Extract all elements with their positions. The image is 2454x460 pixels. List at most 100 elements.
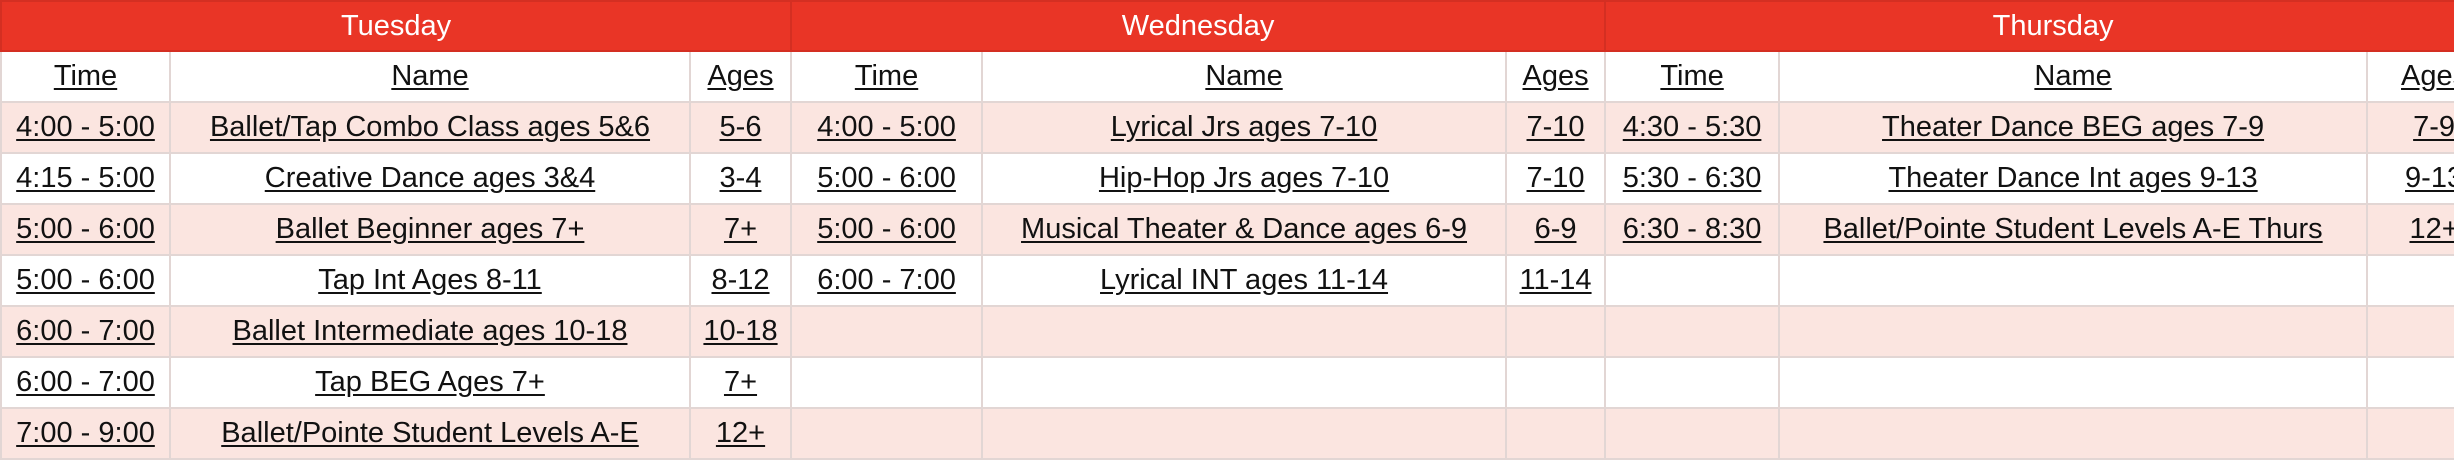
table-cell — [981, 305, 1508, 358]
class-name-link[interactable]: Hip-Hop Jrs ages 7-10 — [1098, 162, 1390, 194]
table-cell: 7-9 — [2366, 101, 2454, 154]
table-cell: 5-6 — [688, 101, 793, 154]
table-row: 5:00 - 6:00 Tap Int Ages 8-11 8-12 6:00 - 7… — [0, 254, 2454, 307]
table-cell: Musical Theater & Dance ages 6-9 — [981, 203, 1508, 256]
table-cell: 6-9 — [1505, 203, 1607, 256]
table-cell: 6:00 - 7:00 — [0, 356, 171, 409]
class-ages-link[interactable]: 9-13 — [2405, 162, 2454, 194]
class-time-link[interactable]: 6:00 - 7:00 — [16, 315, 155, 347]
class-name-link[interactable]: Ballet Beginner ages 7+ — [275, 213, 585, 245]
class-time-link[interactable]: 5:00 - 6:00 — [817, 213, 956, 245]
table-cell: 6:00 - 7:00 — [790, 254, 984, 307]
table-cell — [1778, 356, 2369, 409]
column-header-cell: Ages — [2366, 50, 2454, 103]
column-header-cell: Name — [1778, 50, 2369, 103]
class-ages-link[interactable]: 3-4 — [719, 162, 762, 194]
column-header-cell: Name — [169, 50, 691, 103]
table-cell: 8-12 — [688, 254, 793, 307]
table-cell: 7-10 — [1505, 101, 1607, 154]
table-cell: Lyrical Jrs ages 7-10 — [981, 101, 1508, 154]
class-ages-link[interactable]: 5-6 — [719, 111, 762, 143]
table-cell — [2366, 254, 2454, 307]
table-cell: Ballet/Pointe Student Levels A-E Thurs — [1778, 203, 2369, 256]
column-header-cell: Name — [981, 50, 1508, 103]
class-time-link[interactable]: 6:30 - 8:30 — [1622, 213, 1762, 245]
class-time-link[interactable]: 6:00 - 7:00 — [817, 264, 956, 296]
class-time-link[interactable]: 5:30 - 6:30 — [1622, 162, 1762, 194]
class-ages-link[interactable]: 12+ — [2409, 213, 2454, 245]
table-cell — [2366, 407, 2454, 460]
table-cell — [1604, 254, 1781, 307]
class-ages-link[interactable]: 7-10 — [1526, 162, 1585, 194]
column-header-cell: Time — [790, 50, 984, 103]
table-cell — [1604, 407, 1781, 460]
class-time-link[interactable]: 4:00 - 5:00 — [16, 111, 155, 143]
class-ages-link[interactable]: 7-9 — [2413, 111, 2454, 143]
column-header-name: Name — [1205, 60, 1283, 92]
column-header-cell: Time — [0, 50, 171, 103]
table-cell — [981, 356, 1508, 409]
class-name-link[interactable]: Ballet/Tap Combo Class ages 5&6 — [209, 111, 651, 143]
class-ages-link[interactable]: 11-14 — [1519, 264, 1592, 296]
class-time-link[interactable]: 4:30 - 5:30 — [1622, 111, 1762, 143]
day-header-wednesday: Wednesday — [790, 0, 1607, 52]
table-cell: 7+ — [688, 356, 793, 409]
class-name-link[interactable]: Ballet/Pointe Student Levels A-E Thurs — [1823, 213, 2323, 245]
column-header-ages: Ages — [2401, 60, 2454, 92]
class-time-link[interactable]: 4:00 - 5:00 — [817, 111, 956, 143]
class-time-link[interactable]: 6:00 - 7:00 — [16, 366, 155, 398]
table-cell: 12+ — [2366, 203, 2454, 256]
class-name-link[interactable]: Lyrical Jrs ages 7-10 — [1110, 111, 1378, 143]
class-time-link[interactable]: 7:00 - 9:00 — [16, 417, 155, 449]
class-ages-link[interactable]: 10-18 — [703, 315, 778, 347]
table-cell: Hip-Hop Jrs ages 7-10 — [981, 152, 1508, 205]
table-cell — [1505, 407, 1607, 460]
class-ages-link[interactable]: 6-9 — [1534, 213, 1577, 245]
table-cell: 12+ — [688, 407, 793, 460]
table-cell — [1505, 356, 1607, 409]
class-time-link[interactable]: 5:00 - 6:00 — [16, 213, 155, 245]
day-header-tuesday: Tuesday — [0, 0, 793, 52]
class-ages-link[interactable]: 7+ — [723, 366, 758, 398]
table-cell — [1604, 356, 1781, 409]
table-cell: 5:00 - 6:00 — [0, 254, 171, 307]
class-name-link[interactable]: Ballet/Pointe Student Levels A-E — [221, 417, 639, 449]
class-name-link[interactable]: Ballet Intermediate ages 10-18 — [232, 315, 628, 347]
class-ages-link[interactable]: 7-10 — [1526, 111, 1585, 143]
column-header-cell: Time — [1604, 50, 1781, 103]
table-cell: Lyrical INT ages 11-14 — [981, 254, 1508, 307]
table-cell: 5:00 - 6:00 — [0, 203, 171, 256]
table-cell: Tap Int Ages 8-11 — [169, 254, 691, 307]
table-cell: 9-13 — [2366, 152, 2454, 205]
class-time-link[interactable]: 5:00 - 6:00 — [16, 264, 155, 296]
class-time-link[interactable]: 4:15 - 5:00 — [16, 162, 155, 194]
day-header-row: Tuesday Wednesday Thursday — [0, 0, 2454, 52]
column-header-name: Name — [2034, 60, 2112, 92]
class-name-link[interactable]: Musical Theater & Dance ages 6-9 — [1021, 213, 1468, 245]
table-cell — [1505, 305, 1607, 358]
table-row: 6:00 - 7:00 Ballet Intermediate ages 10-1… — [0, 305, 2454, 358]
table-row: 4:15 - 5:00 Creative Dance ages 3&4 3-4 5:0… — [0, 152, 2454, 205]
table-cell: 6:00 - 7:00 — [0, 305, 171, 358]
column-header-time: Time — [1660, 60, 1724, 92]
table-cell: Theater Dance BEG ages 7-9 — [1778, 101, 2369, 154]
class-time-link[interactable]: 5:00 - 6:00 — [817, 162, 956, 194]
class-ages-link[interactable]: 12+ — [715, 417, 766, 449]
table-cell — [790, 407, 984, 460]
class-name-link[interactable]: Tap Int Ages 8-11 — [318, 264, 542, 296]
column-header-cell: Ages — [688, 50, 793, 103]
class-ages-link[interactable]: 8-12 — [711, 264, 770, 296]
table-cell: Creative Dance ages 3&4 — [169, 152, 691, 205]
class-name-link[interactable]: Theater Dance BEG ages 7-9 — [1882, 111, 2265, 143]
class-name-link[interactable]: Theater Dance Int ages 9-13 — [1888, 162, 2258, 194]
class-name-link[interactable]: Creative Dance ages 3&4 — [264, 162, 596, 194]
class-ages-link[interactable]: 7+ — [723, 213, 758, 245]
table-cell — [1778, 254, 2369, 307]
table-cell: Tap BEG Ages 7+ — [169, 356, 691, 409]
class-name-link[interactable]: Lyrical INT ages 11-14 — [1100, 264, 1389, 296]
class-name-link[interactable]: Tap BEG Ages 7+ — [315, 366, 545, 398]
column-header-time: Time — [854, 60, 919, 92]
table-cell: 5:30 - 6:30 — [1604, 152, 1781, 205]
table-row: 4:00 - 5:00 Ballet/Tap Combo Class ages 5… — [0, 101, 2454, 154]
